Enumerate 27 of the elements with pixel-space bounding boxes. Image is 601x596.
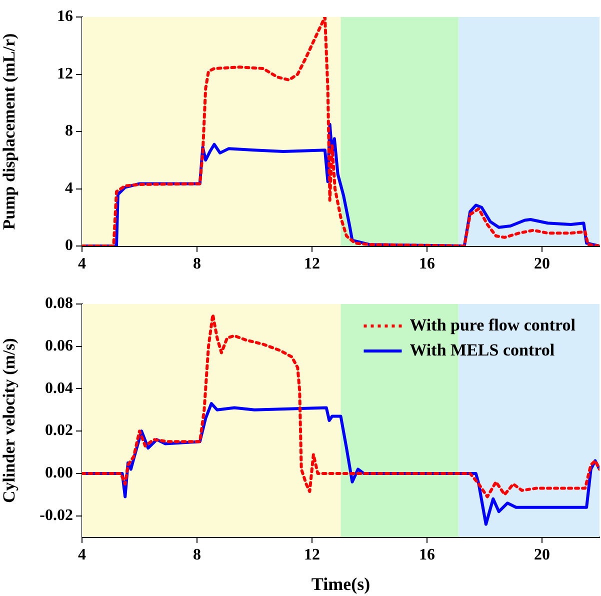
line-series [82,313,600,498]
y-tick-label: 0.02 [45,422,73,440]
y-tick-label: 0.00 [45,464,73,482]
x-tick-label: 4 [78,256,86,273]
legend-label: With MELS control [410,340,555,360]
y-tick-label: 0.08 [45,295,73,312]
y-tick-label: 4 [65,180,73,197]
x-axis-title: Time(s) [311,574,370,594]
y-tick-label: 16 [57,8,73,26]
y-tick-label: -0.02 [40,506,73,524]
x-tick-label: 8 [193,256,201,273]
y-axis-title: Pump displacement (mL/r) [0,33,19,230]
y-tick-label: 0.04 [45,380,73,397]
x-tick-label: 8 [193,546,201,564]
legend-label: With pure flow control [410,315,576,334]
y-tick-label: 8 [65,122,73,140]
x-tick-label: 12 [304,256,320,273]
x-tick-label: 4 [78,546,86,564]
x-tick-label: 16 [419,546,435,564]
y-tick-label: 0.06 [45,338,73,355]
y-axis-title: Cylinder velocity (m/s) [0,338,19,503]
x-tick-label: 20 [534,546,550,564]
y-tick-label: 0 [65,237,73,254]
y-tick-label: 12 [57,65,73,82]
x-tick-label: 20 [534,256,550,273]
x-tick-label: 12 [304,546,320,564]
x-tick-label: 16 [419,256,435,273]
